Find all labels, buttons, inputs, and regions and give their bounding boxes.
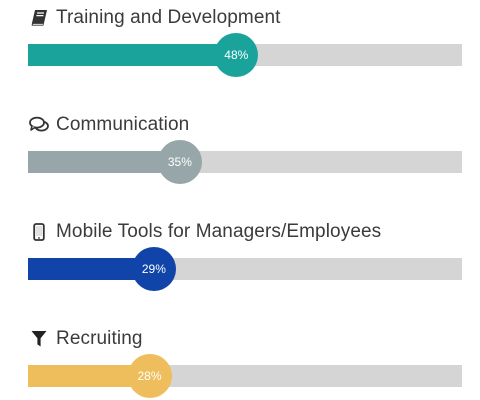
progress-fill — [28, 151, 180, 173]
book-icon — [28, 7, 50, 29]
skill-bar-recruiting: Recruiting 28% — [0, 321, 480, 400]
progress-knob[interactable]: 28% — [127, 354, 172, 398]
progress-fill — [28, 44, 237, 66]
chat-bubbles-icon — [28, 114, 50, 136]
skill-bar-mobile-tools: Mobile Tools for Managers/Employees 29% — [0, 214, 480, 294]
skill-bar-training: Training and Development 48% — [0, 0, 480, 80]
percent-label: 35% — [167, 155, 192, 169]
progress-fill — [28, 258, 154, 280]
progress-fill — [28, 365, 150, 387]
skill-label: Communication — [56, 114, 190, 135]
skill-label: Training and Development — [56, 7, 281, 28]
skill-bar-communication: Communication 35% — [0, 107, 480, 187]
progress-knob[interactable]: 29% — [131, 247, 176, 291]
progress-track — [28, 151, 462, 173]
filter-icon — [28, 328, 50, 350]
progress-knob[interactable]: 48% — [214, 33, 259, 77]
skill-title-row: Recruiting — [28, 325, 143, 353]
skill-label: Recruiting — [56, 328, 143, 349]
skill-title-row: Mobile Tools for Managers/Employees — [28, 218, 381, 246]
progress-track — [28, 258, 462, 280]
skill-label: Mobile Tools for Managers/Employees — [56, 221, 382, 242]
progress-track — [28, 365, 462, 387]
skill-title-row: Training and Development — [28, 4, 281, 32]
percent-label: 29% — [141, 262, 166, 276]
percent-label: 48% — [224, 48, 249, 62]
progress-knob[interactable]: 35% — [157, 140, 202, 184]
mobile-phone-icon — [28, 221, 50, 243]
skill-title-row: Communication — [28, 111, 189, 139]
percent-label: 28% — [137, 369, 162, 383]
